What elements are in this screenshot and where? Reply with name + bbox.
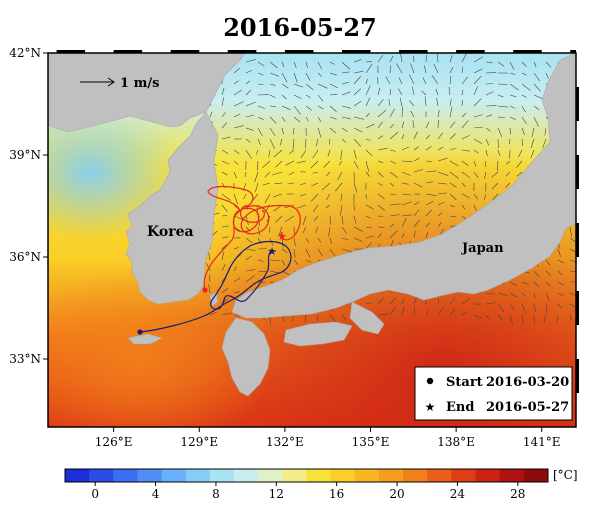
colorbar-tick-labels: 0 4 8 12 16 20 24 28 [91, 482, 525, 501]
colorbar-segment [355, 469, 380, 482]
map-area: 1 m/s Korea Japan ★ ★ Start 2016-03-20 ★… [48, 51, 580, 427]
legend-start-date: 2016-03-20 [486, 375, 569, 390]
lat-label-39: 39°N [9, 148, 41, 162]
colorbar-segment [89, 469, 114, 482]
colorbar-segment [307, 469, 332, 482]
colorbar-segment [210, 469, 235, 482]
colorbar-tick-label: 0 [91, 487, 99, 501]
frame-degree-mark [576, 155, 579, 189]
lon-label-132: 132°E [266, 435, 304, 449]
lat-label-42: 42°N [9, 46, 41, 60]
red-track-end-marker: ★ [277, 230, 287, 243]
colorbar-segment [476, 469, 501, 482]
colorbar-segment [403, 469, 428, 482]
colorbar-unit-label: [°C] [553, 468, 578, 482]
colorbar-tick-label: 28 [510, 487, 525, 501]
frame-degree-mark [285, 50, 314, 53]
blue-track-start-marker [137, 329, 142, 334]
legend-end-label: End [446, 400, 474, 415]
longitude-labels: 126°E 129°E 132°E 135°E 138°E 141°E [95, 435, 561, 449]
colorbar-segment [113, 469, 138, 482]
colorbar-tick-label: 4 [152, 487, 160, 501]
colorbar-segment [282, 469, 307, 482]
colorbar-segment [524, 469, 549, 482]
korea-label: Korea [147, 224, 194, 240]
colorbar-segment [65, 469, 90, 482]
track-legend: Start 2016-03-20 ★ End 2016-05-27 [415, 367, 572, 420]
frame-degree-mark [570, 50, 576, 53]
colorbar-tick-label: 16 [329, 487, 344, 501]
colorbar-tick-label: 24 [450, 487, 466, 501]
frame-degree-mark [171, 50, 200, 53]
frame-degree-mark [57, 50, 86, 53]
colorbar-segment [137, 469, 162, 482]
frame-degree-mark [576, 87, 579, 121]
colorbar-tick-label: 12 [269, 487, 284, 501]
frame-degree-mark [576, 223, 579, 257]
colorbar-tick-label: 8 [212, 487, 220, 501]
colorbar-segment [234, 469, 259, 482]
lon-label-141: 141°E [523, 435, 561, 449]
legend-start-symbol [427, 378, 433, 384]
colorbar-segment [331, 469, 356, 482]
lon-label-138: 138°E [437, 435, 475, 449]
frame-degree-mark [576, 291, 579, 325]
colorbar-segment [379, 469, 404, 482]
red-track-start-marker [202, 287, 207, 292]
japan-label: Japan [461, 241, 504, 256]
frame-degree-mark [513, 50, 542, 53]
lon-label-135: 135°E [352, 435, 390, 449]
vector-scale-label: 1 m/s [120, 76, 159, 91]
latitude-labels: 42°N 39°N 36°N 33°N [9, 46, 41, 366]
colorbar-segment [500, 469, 525, 482]
map-title: 2016-05-27 [223, 13, 377, 42]
colorbar-segment [162, 469, 187, 482]
colorbar-segment [186, 469, 211, 482]
colorbar-tick-label: 20 [389, 487, 404, 501]
colorbar-segment [427, 469, 452, 482]
frame-degree-mark [399, 50, 428, 53]
lat-label-36: 36°N [9, 250, 41, 264]
colorbar-segment [451, 469, 476, 482]
legend-end-date: 2016-05-27 [486, 400, 569, 415]
frame-degree-mark [576, 359, 579, 393]
lon-label-126: 126°E [95, 435, 133, 449]
blue-track-end-marker: ★ [267, 245, 277, 258]
lon-label-129: 129°E [180, 435, 218, 449]
temperature-colorbar [65, 469, 549, 482]
frame-degree-mark [228, 50, 257, 53]
legend-end-symbol: ★ [425, 400, 436, 414]
lat-label-33: 33°N [9, 352, 41, 366]
frame-degree-mark [342, 50, 371, 53]
frame-degree-mark [456, 50, 485, 53]
frame-degree-mark [114, 50, 143, 53]
legend-start-label: Start [446, 375, 483, 390]
colorbar-segment [258, 469, 283, 482]
